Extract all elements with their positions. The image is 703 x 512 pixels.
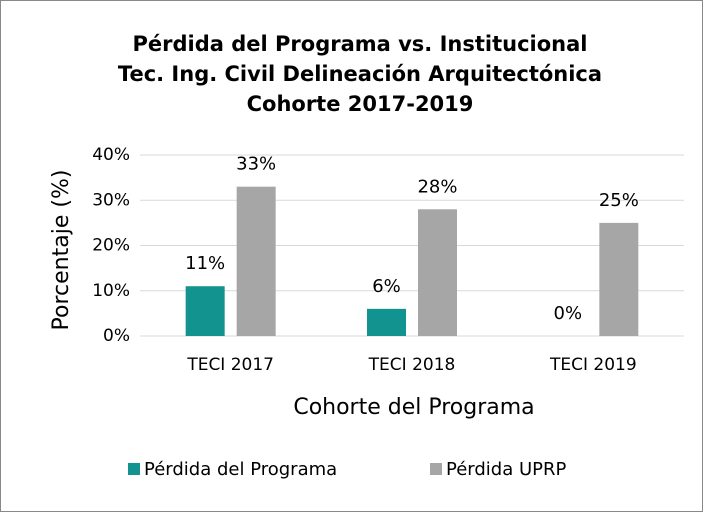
y-tick-label: 30% bbox=[92, 190, 130, 210]
data-label: 25% bbox=[599, 190, 639, 211]
bar bbox=[599, 222, 639, 336]
data-label: 11% bbox=[185, 253, 225, 274]
x-axis-title: Cohorte del Programa bbox=[293, 395, 534, 420]
x-tick-label: TECI 2018 bbox=[368, 355, 456, 375]
legend-label: Pérdida del Programa bbox=[144, 459, 337, 480]
chart-title: Pérdida del Programa vs. Institucional bbox=[133, 32, 588, 56]
data-label: 28% bbox=[417, 176, 457, 197]
bar bbox=[418, 209, 457, 336]
legend-label: Pérdida UPRP bbox=[446, 459, 567, 480]
bar bbox=[367, 308, 406, 336]
data-label: 6% bbox=[372, 276, 401, 297]
data-label: 0% bbox=[554, 303, 583, 324]
y-tick-label: 0% bbox=[103, 326, 130, 346]
chart-title: Tec. Ing. Civil Delineación Arquitectóni… bbox=[118, 62, 602, 86]
legend-swatch bbox=[430, 463, 442, 475]
data-label: 33% bbox=[236, 154, 276, 175]
y-axis-title: Porcentaje (%) bbox=[49, 170, 74, 331]
bar bbox=[185, 286, 225, 336]
x-tick-label: TECI 2017 bbox=[186, 355, 274, 375]
legend-swatch bbox=[128, 463, 140, 475]
bar bbox=[236, 186, 276, 336]
x-tick-label: TECI 2019 bbox=[549, 355, 637, 375]
y-tick-label: 40% bbox=[92, 145, 130, 165]
y-tick-label: 20% bbox=[92, 236, 130, 256]
chart-title: Cohorte 2017-2019 bbox=[247, 92, 474, 116]
y-tick-label: 10% bbox=[92, 281, 130, 301]
